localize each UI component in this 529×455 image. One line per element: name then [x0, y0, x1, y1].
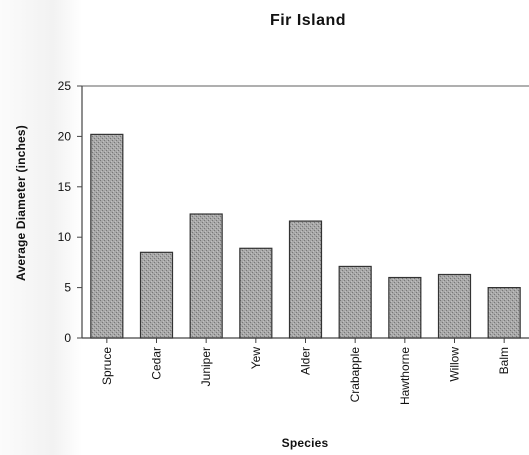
- x-tick-label: Crabapple: [348, 347, 362, 403]
- x-tick-label: Cedar: [150, 347, 164, 380]
- y-tick-label: 25: [58, 79, 72, 93]
- x-tick-label: Willow: [448, 347, 462, 382]
- bar: [239, 247, 273, 339]
- x-tick-label: Alder: [299, 347, 313, 375]
- x-tick-label: Yew: [249, 347, 263, 370]
- x-tick-label: Balm: [497, 347, 511, 374]
- bar: [487, 287, 521, 339]
- bar: [90, 133, 124, 339]
- x-ticks: Spruce Cedar Juniper Yew Alder Crabapple Hawth…: [100, 338, 511, 405]
- bars: [90, 133, 521, 339]
- x-axis-title: Species: [282, 436, 329, 450]
- bar: [437, 273, 472, 339]
- chart-title: Fir Island: [270, 12, 346, 29]
- y-tick-label: 20: [58, 129, 72, 143]
- y-tick-label: 10: [58, 230, 72, 244]
- x-tick-label: Hawthorne: [398, 347, 412, 405]
- left-shade: [0, 0, 82, 455]
- x-tick-label: Juniper: [199, 347, 213, 386]
- bar: [288, 220, 323, 339]
- y-axis-title: Average Diameter (inches): [14, 125, 28, 281]
- bar: [388, 276, 422, 339]
- x-tick-label: Spruce: [100, 347, 114, 385]
- y-tick-label: 15: [58, 180, 72, 194]
- bar: [189, 213, 223, 339]
- y-tick-label: 0: [64, 331, 71, 345]
- y-ticks: 0 5 10 15 20 25: [58, 79, 82, 345]
- bar: [338, 265, 372, 339]
- y-tick-label: 5: [64, 281, 71, 295]
- bar: [139, 251, 174, 339]
